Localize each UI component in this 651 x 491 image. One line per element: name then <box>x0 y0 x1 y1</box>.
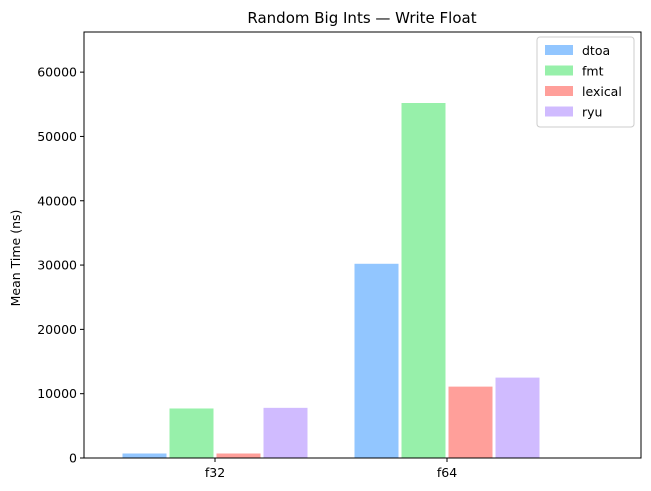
y-axis-ticks: 0 10000 20000 30000 40000 50000 60000 <box>37 65 84 466</box>
bar-ryu-f64 <box>495 377 540 458</box>
bars-group <box>122 103 540 458</box>
x-tick-label-f64: f64 <box>437 465 457 480</box>
legend-swatch-fmt <box>545 65 573 76</box>
y-tick-label: 20000 <box>37 322 77 337</box>
legend-swatch-dtoa <box>545 45 573 55</box>
y-tick-label: 60000 <box>37 65 77 80</box>
legend-box <box>536 36 635 128</box>
legend-label-ryu: ryu <box>582 105 602 120</box>
bar-dtoa-f32 <box>122 453 167 458</box>
bar-fmt-f32 <box>169 408 214 458</box>
legend-label-lexical: lexical <box>582 84 622 99</box>
x-axis-ticks: f32 f64 <box>205 458 457 480</box>
legend: dtoa fmt lexical ryu <box>536 36 635 128</box>
bar-ryu-f32 <box>263 407 308 458</box>
legend-swatch-ryu <box>545 106 573 117</box>
bar-lexical-f32 <box>216 453 261 458</box>
x-tick-label-f32: f32 <box>205 465 225 480</box>
legend-label-dtoa: dtoa <box>582 43 610 58</box>
y-tick-label: 50000 <box>37 129 77 144</box>
y-axis-label: Mean Time (ns) <box>8 210 23 307</box>
chart-title: Random Big Ints — Write Float <box>247 9 476 27</box>
legend-swatch-lexical <box>545 86 573 96</box>
y-tick-label: 40000 <box>37 193 77 208</box>
plot-frame <box>83 31 642 459</box>
y-tick-label: 30000 <box>37 258 77 273</box>
y-tick-label: 0 <box>69 451 77 466</box>
bar-dtoa-f64 <box>354 263 399 458</box>
y-tick-label: 10000 <box>37 386 77 401</box>
bar-fmt-f64 <box>401 103 446 458</box>
legend-label-fmt: fmt <box>582 64 604 79</box>
bar-lexical-f64 <box>448 386 493 458</box>
